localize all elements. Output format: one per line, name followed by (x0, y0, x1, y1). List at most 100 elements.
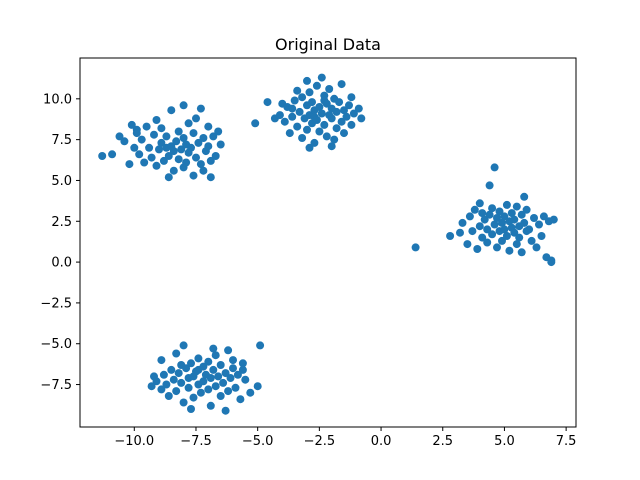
data-point (177, 378, 186, 387)
x-tick-label: −10.0 (114, 434, 154, 449)
data-point (512, 240, 521, 249)
data-point (204, 357, 213, 366)
data-point (312, 116, 321, 124)
data-point (152, 116, 161, 124)
data-point (135, 150, 144, 159)
data-point (167, 365, 176, 374)
data-point (288, 104, 297, 113)
data-point (189, 129, 198, 138)
data-point (535, 220, 543, 229)
data-point (221, 406, 230, 415)
data-point (145, 143, 154, 152)
data-point (485, 181, 494, 190)
data-point (174, 127, 183, 136)
data-point (280, 117, 289, 126)
data-point (209, 132, 218, 141)
data-point (293, 122, 302, 131)
data-point (157, 138, 166, 147)
data-point (192, 153, 200, 162)
x-tick-label: −2.5 (304, 434, 336, 449)
data-point (187, 359, 195, 368)
data-point (332, 124, 341, 133)
y-tick-label: 2.5 (51, 215, 72, 230)
data-point (312, 81, 321, 90)
data-point (214, 127, 223, 136)
data-point (206, 173, 215, 182)
data-point (335, 98, 344, 107)
x-tick-label: −7.5 (180, 434, 212, 449)
data-point (189, 393, 198, 402)
data-point (179, 101, 188, 110)
data-point (152, 377, 161, 386)
data-point (530, 214, 538, 222)
data-point (507, 209, 516, 218)
data-point (320, 120, 329, 129)
data-point (157, 356, 166, 365)
data-point (315, 103, 324, 111)
data-point (130, 143, 139, 152)
x-tick-label: 7.5 (556, 434, 577, 449)
data-point (456, 228, 464, 237)
data-point (187, 143, 195, 152)
data-point (332, 107, 341, 116)
data-point (520, 218, 529, 227)
data-point (211, 152, 220, 160)
data-point (115, 132, 124, 141)
data-point (340, 129, 348, 138)
data-point (327, 142, 336, 151)
data-point (179, 398, 188, 407)
data-point (293, 86, 302, 95)
data-point (498, 236, 506, 245)
data-point (216, 140, 225, 149)
data-point (142, 122, 151, 131)
data-point (226, 374, 235, 382)
data-point (305, 143, 314, 152)
data-point (515, 233, 524, 242)
data-point (539, 212, 548, 221)
data-point (337, 117, 346, 126)
data-point (177, 145, 186, 154)
data-point (512, 202, 521, 211)
data-point (162, 132, 171, 141)
data-point (478, 233, 487, 242)
data-point (231, 383, 240, 392)
data-point (342, 112, 351, 121)
data-point (236, 395, 245, 404)
data-point (196, 104, 205, 113)
data-point (337, 80, 346, 89)
data-point (209, 365, 218, 374)
x-tick-label: −5.0 (242, 434, 274, 449)
data-point (305, 88, 314, 97)
data-point (549, 215, 558, 224)
data-point (159, 156, 168, 165)
data-point (315, 127, 324, 136)
data-point (152, 161, 161, 170)
data-point (470, 205, 479, 214)
data-point (532, 243, 541, 252)
data-point (490, 220, 499, 229)
data-point (187, 405, 195, 413)
data-point (330, 135, 339, 144)
data-point (174, 369, 183, 378)
data-point (349, 109, 358, 118)
data-point (182, 364, 191, 373)
data-point (157, 124, 166, 133)
data-point (120, 137, 129, 146)
data-point (194, 138, 203, 147)
data-point (169, 147, 178, 156)
data-point (495, 207, 504, 216)
data-point (172, 349, 181, 358)
data-point (465, 212, 474, 221)
data-point (500, 225, 509, 234)
data-point (229, 356, 237, 365)
data-point (517, 248, 526, 257)
data-point (238, 365, 247, 374)
data-point (169, 166, 178, 175)
data-point (199, 166, 208, 175)
data-point (159, 370, 168, 379)
data-point (233, 370, 242, 379)
data-point (206, 401, 215, 410)
data-point (498, 218, 506, 227)
data-point (125, 160, 134, 169)
